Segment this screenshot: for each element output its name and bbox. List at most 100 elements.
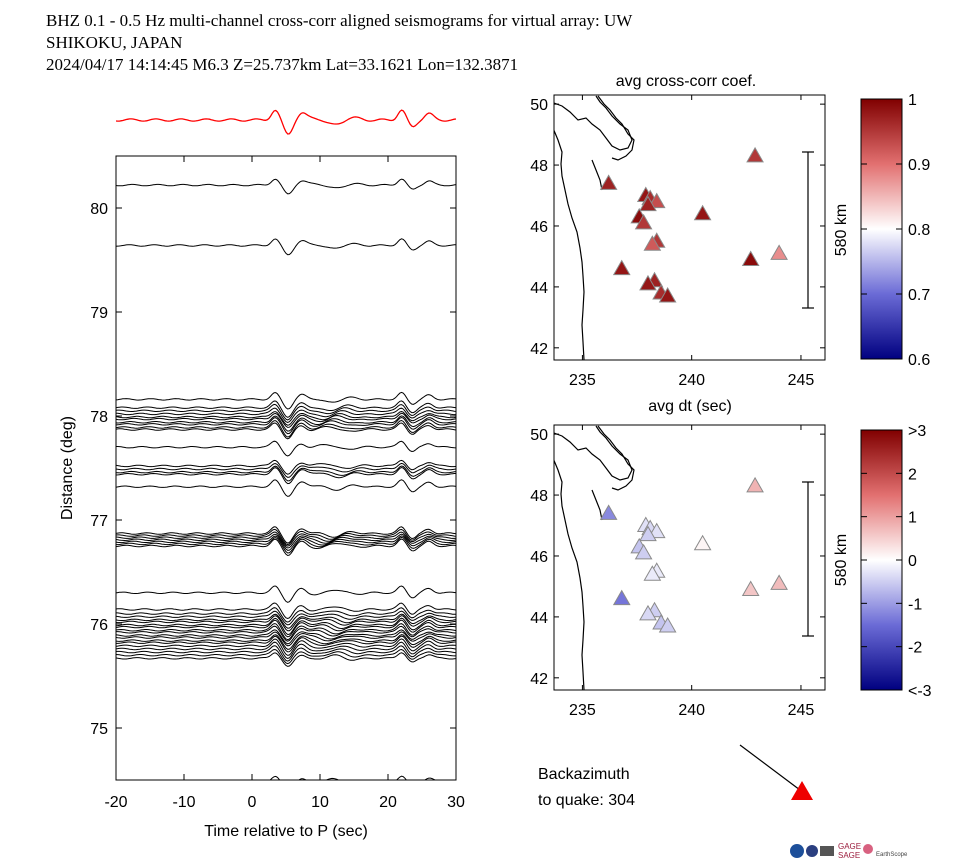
station-triangle <box>639 604 657 621</box>
map-x-tick-label: 245 <box>788 372 815 389</box>
map-x-tick-label: 240 <box>678 372 705 389</box>
map-x-tick-label: 240 <box>678 702 705 719</box>
seismogram-traces <box>116 178 456 780</box>
cc-map-coastline <box>554 95 635 360</box>
colorbar-tick-label: 0 <box>908 553 917 570</box>
seismogram-trace <box>116 635 456 653</box>
station-triangle <box>693 204 712 221</box>
colorbar-tick-label: 0.9 <box>908 157 930 174</box>
seismogram-trace <box>116 391 456 410</box>
station-triangle <box>612 259 631 276</box>
seismogram-trace <box>116 613 456 629</box>
station-triangle <box>643 235 662 251</box>
map-y-tick-label: 44 <box>530 610 548 627</box>
station-triangle <box>693 534 712 551</box>
cc-map-ticks: 235 240 245 42 44 46 48 50 <box>530 95 825 389</box>
station-triangle <box>599 504 618 520</box>
logo-text-gage: GAGE <box>838 842 861 851</box>
dt-scale-bar-label: 580 km <box>833 534 850 586</box>
dt-map-ticks: 235 240 245 42 44 46 48 50 <box>530 425 825 719</box>
seismogram-trace <box>116 610 456 626</box>
map-y-tick-label: 48 <box>530 488 548 505</box>
seismogram-trace <box>116 538 456 557</box>
stack-trace <box>115 109 457 135</box>
seismogram-trace <box>116 607 456 623</box>
cc-map-title: avg cross-corr coef. <box>616 73 756 90</box>
colorbar-tick-label: 1 <box>908 92 917 109</box>
logo-strip: GAGE SAGE EarthScope <box>790 842 908 860</box>
map-y-tick-label: 44 <box>530 280 548 297</box>
seismogram-trace <box>116 531 456 547</box>
station-triangle <box>639 525 657 542</box>
x-tick-label: -20 <box>104 794 127 811</box>
station-triangle <box>639 195 657 212</box>
seismogram-trace <box>116 535 456 551</box>
station-triangle <box>746 146 764 163</box>
colorbar-tick-label: -1 <box>908 596 922 613</box>
seismogram-trace <box>116 459 456 475</box>
seismogram-panel: -20 -10 0 10 20 30 75 76 77 78 79 80 Time relative… <box>59 109 465 840</box>
header-line-2: SHIKOKU, JAPAN <box>46 33 183 52</box>
header-line-3: 2024/04/17 14:14:45 M6.3 Z=25.737km Lat=… <box>46 55 519 74</box>
x-tick-label: 20 <box>379 794 397 811</box>
seismogram-trace <box>116 422 456 440</box>
map-y-tick-label: 50 <box>530 97 548 114</box>
seismogram-trace <box>116 648 456 665</box>
seismogram-trace <box>116 536 456 554</box>
dt-map-stations <box>599 476 788 633</box>
dt-map-frame <box>553 424 826 691</box>
seismogram-trace <box>116 631 456 647</box>
seismogram-trace <box>116 533 456 549</box>
x-tick-label: 30 <box>447 794 465 811</box>
station-triangle <box>634 543 653 560</box>
seismogram-trace <box>116 465 456 482</box>
cc-map-frame <box>553 94 826 361</box>
colorbar-tick-label: 0.6 <box>908 352 930 369</box>
backazimuth-line <box>739 744 801 791</box>
seismogram-trace <box>116 407 456 423</box>
map-x-tick-label: 235 <box>569 372 596 389</box>
cc-map-panel: avg cross-corr coef. 235 240 245 42 44 46 48 50… <box>530 73 930 415</box>
logo-text-earthscope: EarthScope <box>876 852 908 858</box>
colorbar-tick-label: 2 <box>908 466 917 483</box>
x-tick-label: 0 <box>248 794 257 811</box>
seismogram-trace <box>116 410 456 426</box>
seismogram-trace <box>116 602 456 620</box>
seismogram-xlabel: Time relative to P (sec) <box>204 823 368 840</box>
seismogram-trace <box>116 629 456 645</box>
map-y-tick-label: 48 <box>530 158 548 175</box>
seismogram-trace <box>116 615 456 632</box>
seismogram-y-ticks: 75 76 77 78 79 80 <box>90 201 456 738</box>
station-triangle <box>643 565 662 581</box>
cc-colorbar <box>860 98 903 360</box>
dt-map-coastline <box>554 425 635 690</box>
y-tick-label: 78 <box>90 409 108 426</box>
y-tick-label: 76 <box>90 617 108 634</box>
colorbar-tick-label: 0.8 <box>908 222 930 239</box>
seismogram-trace <box>116 645 456 662</box>
seismogram-ylabel: Distance (deg) <box>59 416 76 520</box>
station-triangle <box>658 287 677 303</box>
y-tick-label: 80 <box>90 201 108 218</box>
colorbar-tick-label: 1 <box>908 510 917 527</box>
map-y-tick-label: 46 <box>530 219 548 236</box>
seismogram-trace <box>116 641 456 659</box>
colorbar-tick-label: <-3 <box>908 683 932 700</box>
seismogram-trace <box>116 462 456 478</box>
figure-header: BHZ 0.1 - 0.5 Hz multi-channel cross-cor… <box>46 10 632 76</box>
seismogram-trace <box>116 619 456 638</box>
header-line-1: BHZ 0.1 - 0.5 Hz multi-channel cross-cor… <box>46 11 633 30</box>
station-triangle <box>639 274 657 291</box>
earthscope-logo-icon <box>863 844 873 854</box>
y-tick-label: 75 <box>90 721 108 738</box>
cc-map-xlabel: avg dt (sec) <box>648 398 732 415</box>
seismogram-trace <box>116 528 456 546</box>
dt-colorbar <box>860 429 903 691</box>
seismogram-trace <box>116 526 456 544</box>
seismogram-trace <box>116 400 456 418</box>
station-triangle <box>612 589 631 606</box>
seismogram-trace <box>116 419 456 438</box>
x-tick-label: 10 <box>311 794 329 811</box>
logo-text-sage: SAGE <box>838 851 860 860</box>
